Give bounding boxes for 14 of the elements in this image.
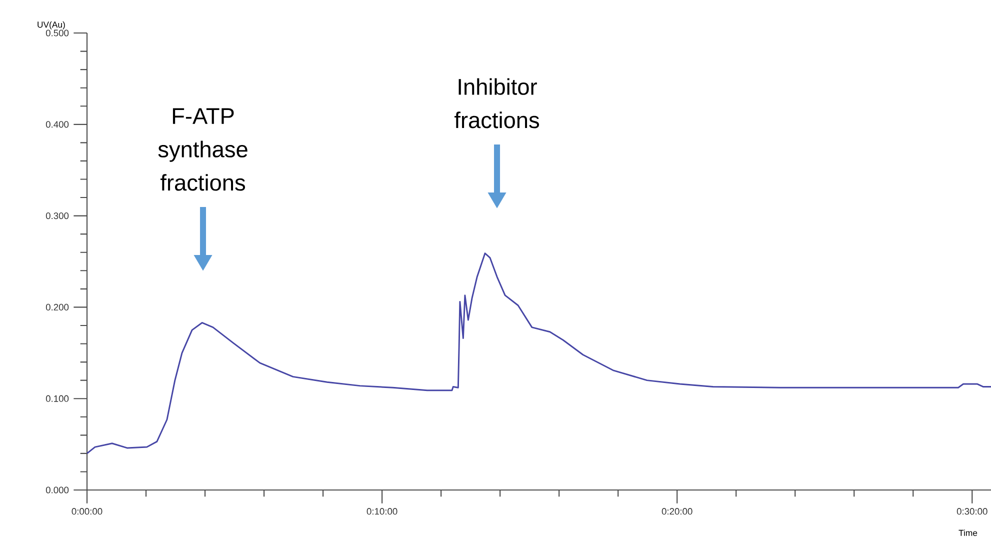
y-tick-label: 0.000 (46, 486, 69, 494)
y-tick-label: 0.300 (46, 212, 69, 220)
y-tick-label: 0.100 (46, 395, 69, 402)
x-tick-label: 0:30:00 (956, 508, 988, 515)
x-axis-title: Time (958, 530, 978, 536)
x-tick-label: 0:20:00 (662, 508, 692, 515)
x-tick-label: 0:10:00 (366, 508, 398, 515)
y-axis-title: UV(Au) (38, 21, 65, 30)
y-tick-label: 0.400 (46, 121, 69, 128)
annotation: F-ATP synthase fractions (158, 108, 248, 191)
x-tick-label: 0:00:00 (72, 508, 102, 515)
y-tick-label: 0.200 (46, 304, 69, 310)
annotation: Inhibitor fractions (454, 78, 540, 128)
y-tick-label: 0.500 (46, 30, 69, 36)
